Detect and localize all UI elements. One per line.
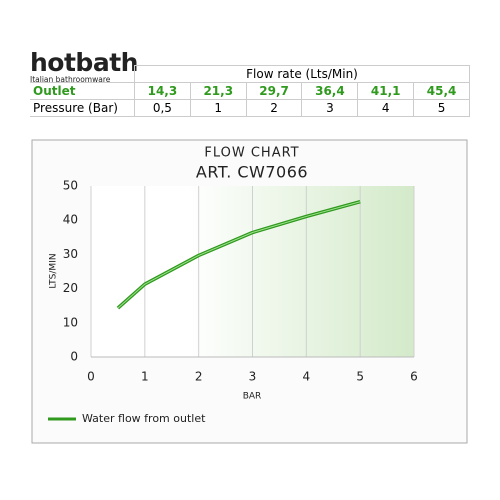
- row-header: Pressure (Bar): [30, 99, 135, 117]
- table-cell: 14,3: [134, 82, 191, 100]
- table-row: Pressure (Bar) 0,5 1 2 3 4 5: [30, 99, 470, 117]
- x-tick-label: 0: [87, 370, 95, 384]
- flow-table: Flow rate (Lts/Min) Outlet 14,3 21,3 29,7 36…: [30, 65, 470, 117]
- y-tick-label: 10: [63, 315, 78, 329]
- table-row: Outlet 14,3 21,3 29,7 36,4 41,1 45,4: [30, 82, 470, 100]
- x-tick-label: 3: [249, 370, 257, 384]
- y-tick-label: 30: [63, 247, 78, 261]
- table-cell: 36,4: [301, 82, 359, 100]
- x-tick-label: 1: [141, 370, 149, 384]
- table-cell: 2: [245, 99, 303, 117]
- legend-label: Water flow from outlet: [82, 412, 206, 425]
- row-header: Outlet: [30, 82, 135, 100]
- x-tick-label: 6: [410, 370, 418, 384]
- y-tick-label: 0: [70, 350, 78, 364]
- table-cell: 41,1: [357, 82, 415, 100]
- x-tick-label: 2: [195, 370, 203, 384]
- table-cell: 4: [357, 99, 415, 117]
- x-axis-label: BAR: [243, 392, 262, 402]
- x-tick-label: 4: [303, 370, 311, 384]
- chart-title: FLOW CHART: [204, 146, 299, 161]
- line-highlight: [117, 201, 361, 309]
- table-caption: Flow rate (Lts/Min): [134, 65, 470, 83]
- y-tick-label: 40: [63, 213, 78, 227]
- table-cell: 29,7: [245, 82, 303, 100]
- y-tick-label: 50: [63, 179, 78, 193]
- table-cell: 1: [189, 99, 247, 117]
- table-cell: 5: [413, 99, 470, 117]
- chart-subtitle: ART. CW7066: [196, 163, 308, 182]
- x-tick-label: 5: [356, 370, 364, 384]
- y-axis-label: LTS/MIN: [49, 253, 59, 288]
- y-tick-label: 20: [63, 281, 78, 295]
- table-cell: 45,4: [413, 82, 470, 100]
- table-cell: 3: [301, 99, 359, 117]
- table-cell: 0,5: [134, 99, 191, 117]
- table-cell: 21,3: [189, 82, 247, 100]
